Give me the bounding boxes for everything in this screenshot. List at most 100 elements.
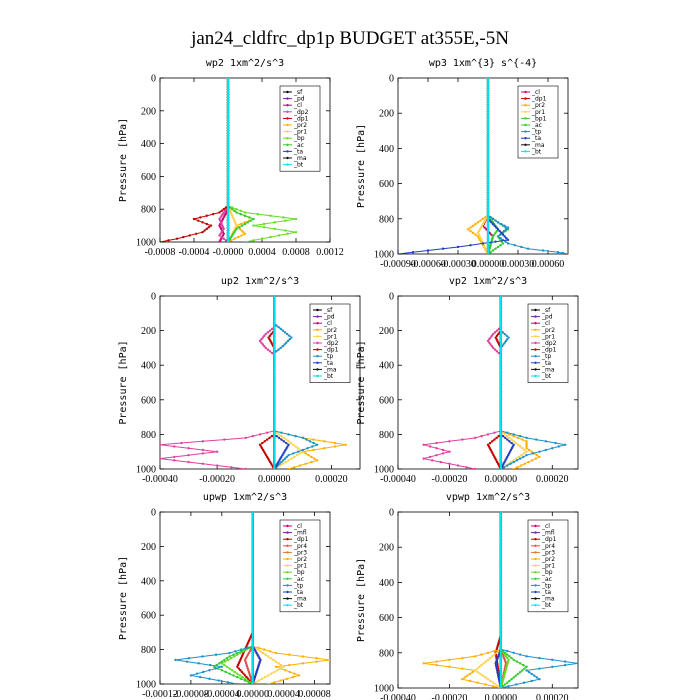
panel-3-series-bt-point — [273, 391, 276, 395]
panel-3-legend-marker — [316, 315, 319, 318]
panel-3-series-dp2-point — [264, 346, 267, 350]
panel-2-series-bt-point — [486, 94, 490, 97]
panel-3-series-dp2-point — [268, 329, 272, 332]
panel-4-series-pr1-point — [506, 434, 509, 438]
panel-4-series-bt-point — [499, 455, 503, 459]
panel-3-series-bt-point — [273, 462, 276, 466]
panel-3-series-dp2-point — [215, 464, 219, 467]
panel-3-series-tp-point — [285, 455, 288, 459]
panel-4-series-bt-point — [499, 344, 503, 348]
panel-3-series-dp1-point — [270, 462, 273, 466]
panel-4-legend-marker — [534, 374, 537, 378]
panel-1-legend-label: _ac — [293, 142, 304, 149]
panel-1-series-bt-point — [226, 116, 230, 119]
panel-3-series-pr1-point — [287, 440, 290, 443]
panel-4-series-pr2-point — [519, 464, 523, 467]
panel-1-series-dp1-point — [175, 237, 179, 240]
panel-4-series-bt-point — [499, 348, 503, 351]
panel-3-series-bt-point — [273, 422, 276, 426]
panel-1-series-bt-point — [226, 196, 230, 199]
panel-3-series-bt-point — [273, 429, 276, 433]
panel-4-legend-label: _dp1 — [541, 347, 557, 354]
panel-2-series-bt-point — [486, 189, 490, 192]
panel-2-title: wp3 1xm^{3} s^{-4} — [429, 58, 537, 69]
panel-2-series-bt-point — [486, 240, 490, 243]
panel-3-series-ta-point — [278, 459, 281, 462]
panel-4-series-pr1-point — [523, 448, 526, 452]
panel-1-series-dp1-point — [194, 232, 198, 235]
panel-2-series-bt-point — [486, 226, 490, 229]
panel-3-series-pr1-point — [287, 459, 290, 462]
panel-1-series-bt-point — [226, 178, 230, 181]
panel-2-legend-marker — [524, 97, 527, 100]
panel-1-series-dp1-point — [188, 234, 191, 237]
panel-1-series-bt-point — [226, 81, 230, 85]
panel-1-legend-marker — [286, 104, 289, 107]
panel-3-series-bt-point — [273, 334, 276, 337]
panel-3-series-tp-point — [287, 433, 290, 436]
panel-2-legend-label: _cl — [531, 89, 540, 96]
panel-3-series-tp-point — [288, 338, 291, 341]
panel-3-series-bt-point — [273, 336, 276, 339]
panel-2-series-bt-point — [486, 119, 490, 122]
panel-4-series-bt-point — [499, 391, 503, 395]
panel-3-series-pr1-line — [273, 296, 304, 469]
panel-4-series-dp2-point — [490, 344, 494, 348]
panel-3-series-tp-point — [285, 341, 288, 344]
panel-4-series-pr1-point — [521, 447, 524, 450]
panel-3-series-tp-point — [301, 436, 305, 440]
panel-4-series-pr2-point — [527, 448, 531, 452]
panel-4-series-ta-point — [503, 436, 507, 440]
panel-3-series-tp-point — [280, 460, 283, 464]
panel-4-series-bt-point — [499, 417, 503, 421]
panel-2-series-bt-point — [486, 82, 490, 85]
panel-3-series-tp-point — [285, 332, 289, 336]
panel-3-series-dp2-point — [180, 441, 183, 445]
panel-1-series-dp2-point — [218, 234, 221, 237]
panel-1-series-bt-point — [226, 83, 230, 86]
panel-4-series-bt-point — [499, 408, 503, 412]
panel-4-series-bt-point — [499, 365, 503, 369]
panel-2-series-bp1-point — [489, 251, 492, 254]
panel-3-series-bt-point — [273, 357, 276, 360]
panel-4-series-bt-point — [499, 372, 503, 376]
panel-3-series-dp1-point — [270, 434, 274, 438]
panel-2-series-tp-point — [556, 251, 560, 254]
panel-1-series-dp1-point — [201, 230, 204, 234]
panel-4-series-bt-point — [499, 429, 503, 433]
panel-3-series-bt-point — [273, 299, 276, 303]
panel-4-legend-marker — [534, 368, 537, 371]
panel-1-series-bt-point — [226, 191, 230, 194]
panel-1-series-bt-point — [226, 153, 230, 157]
panel-4-series-bt-point — [499, 315, 503, 318]
panel-3-series-bt-point — [273, 306, 276, 310]
panel-3-series-bt-point — [273, 329, 276, 332]
panel-3-series-bt-point — [273, 426, 276, 429]
panel-1-series-bp-point — [260, 237, 264, 240]
panel-2-legend-marker — [524, 130, 527, 133]
panel-1-series-bp-point — [239, 209, 242, 213]
panel-3-series-dp2-point — [270, 327, 274, 331]
panel-5-xtick-label: -0.00008 — [173, 689, 209, 700]
panel-3-frame — [159, 295, 361, 470]
panel-4-series-pr2-point — [538, 455, 541, 459]
panel-2-series-pr1-point — [482, 221, 486, 224]
panel-2-series-tp-point — [503, 224, 506, 228]
panel-4-series-bt-point — [499, 317, 503, 320]
panel-1-series-bt-point — [226, 194, 230, 198]
panel-1-series-bp-point — [282, 216, 285, 219]
panel-5-xtick-label: 0.00008 — [298, 689, 331, 700]
panel-1-series-bt-point — [226, 168, 230, 172]
panel-2-series-group — [398, 78, 568, 254]
panel-3-series-bt-point — [273, 410, 276, 414]
panel-2-series-bt-point — [486, 103, 490, 106]
panel-4-series-dp2-point — [473, 467, 477, 469]
panel-3-series-pr1-point — [290, 457, 293, 460]
panel-1-series-bp-point — [262, 226, 266, 229]
panel-2-series-ta-point — [411, 251, 415, 254]
panel-3-series-tp-point — [312, 441, 315, 445]
panel-4-series-pr2-point — [525, 440, 528, 443]
